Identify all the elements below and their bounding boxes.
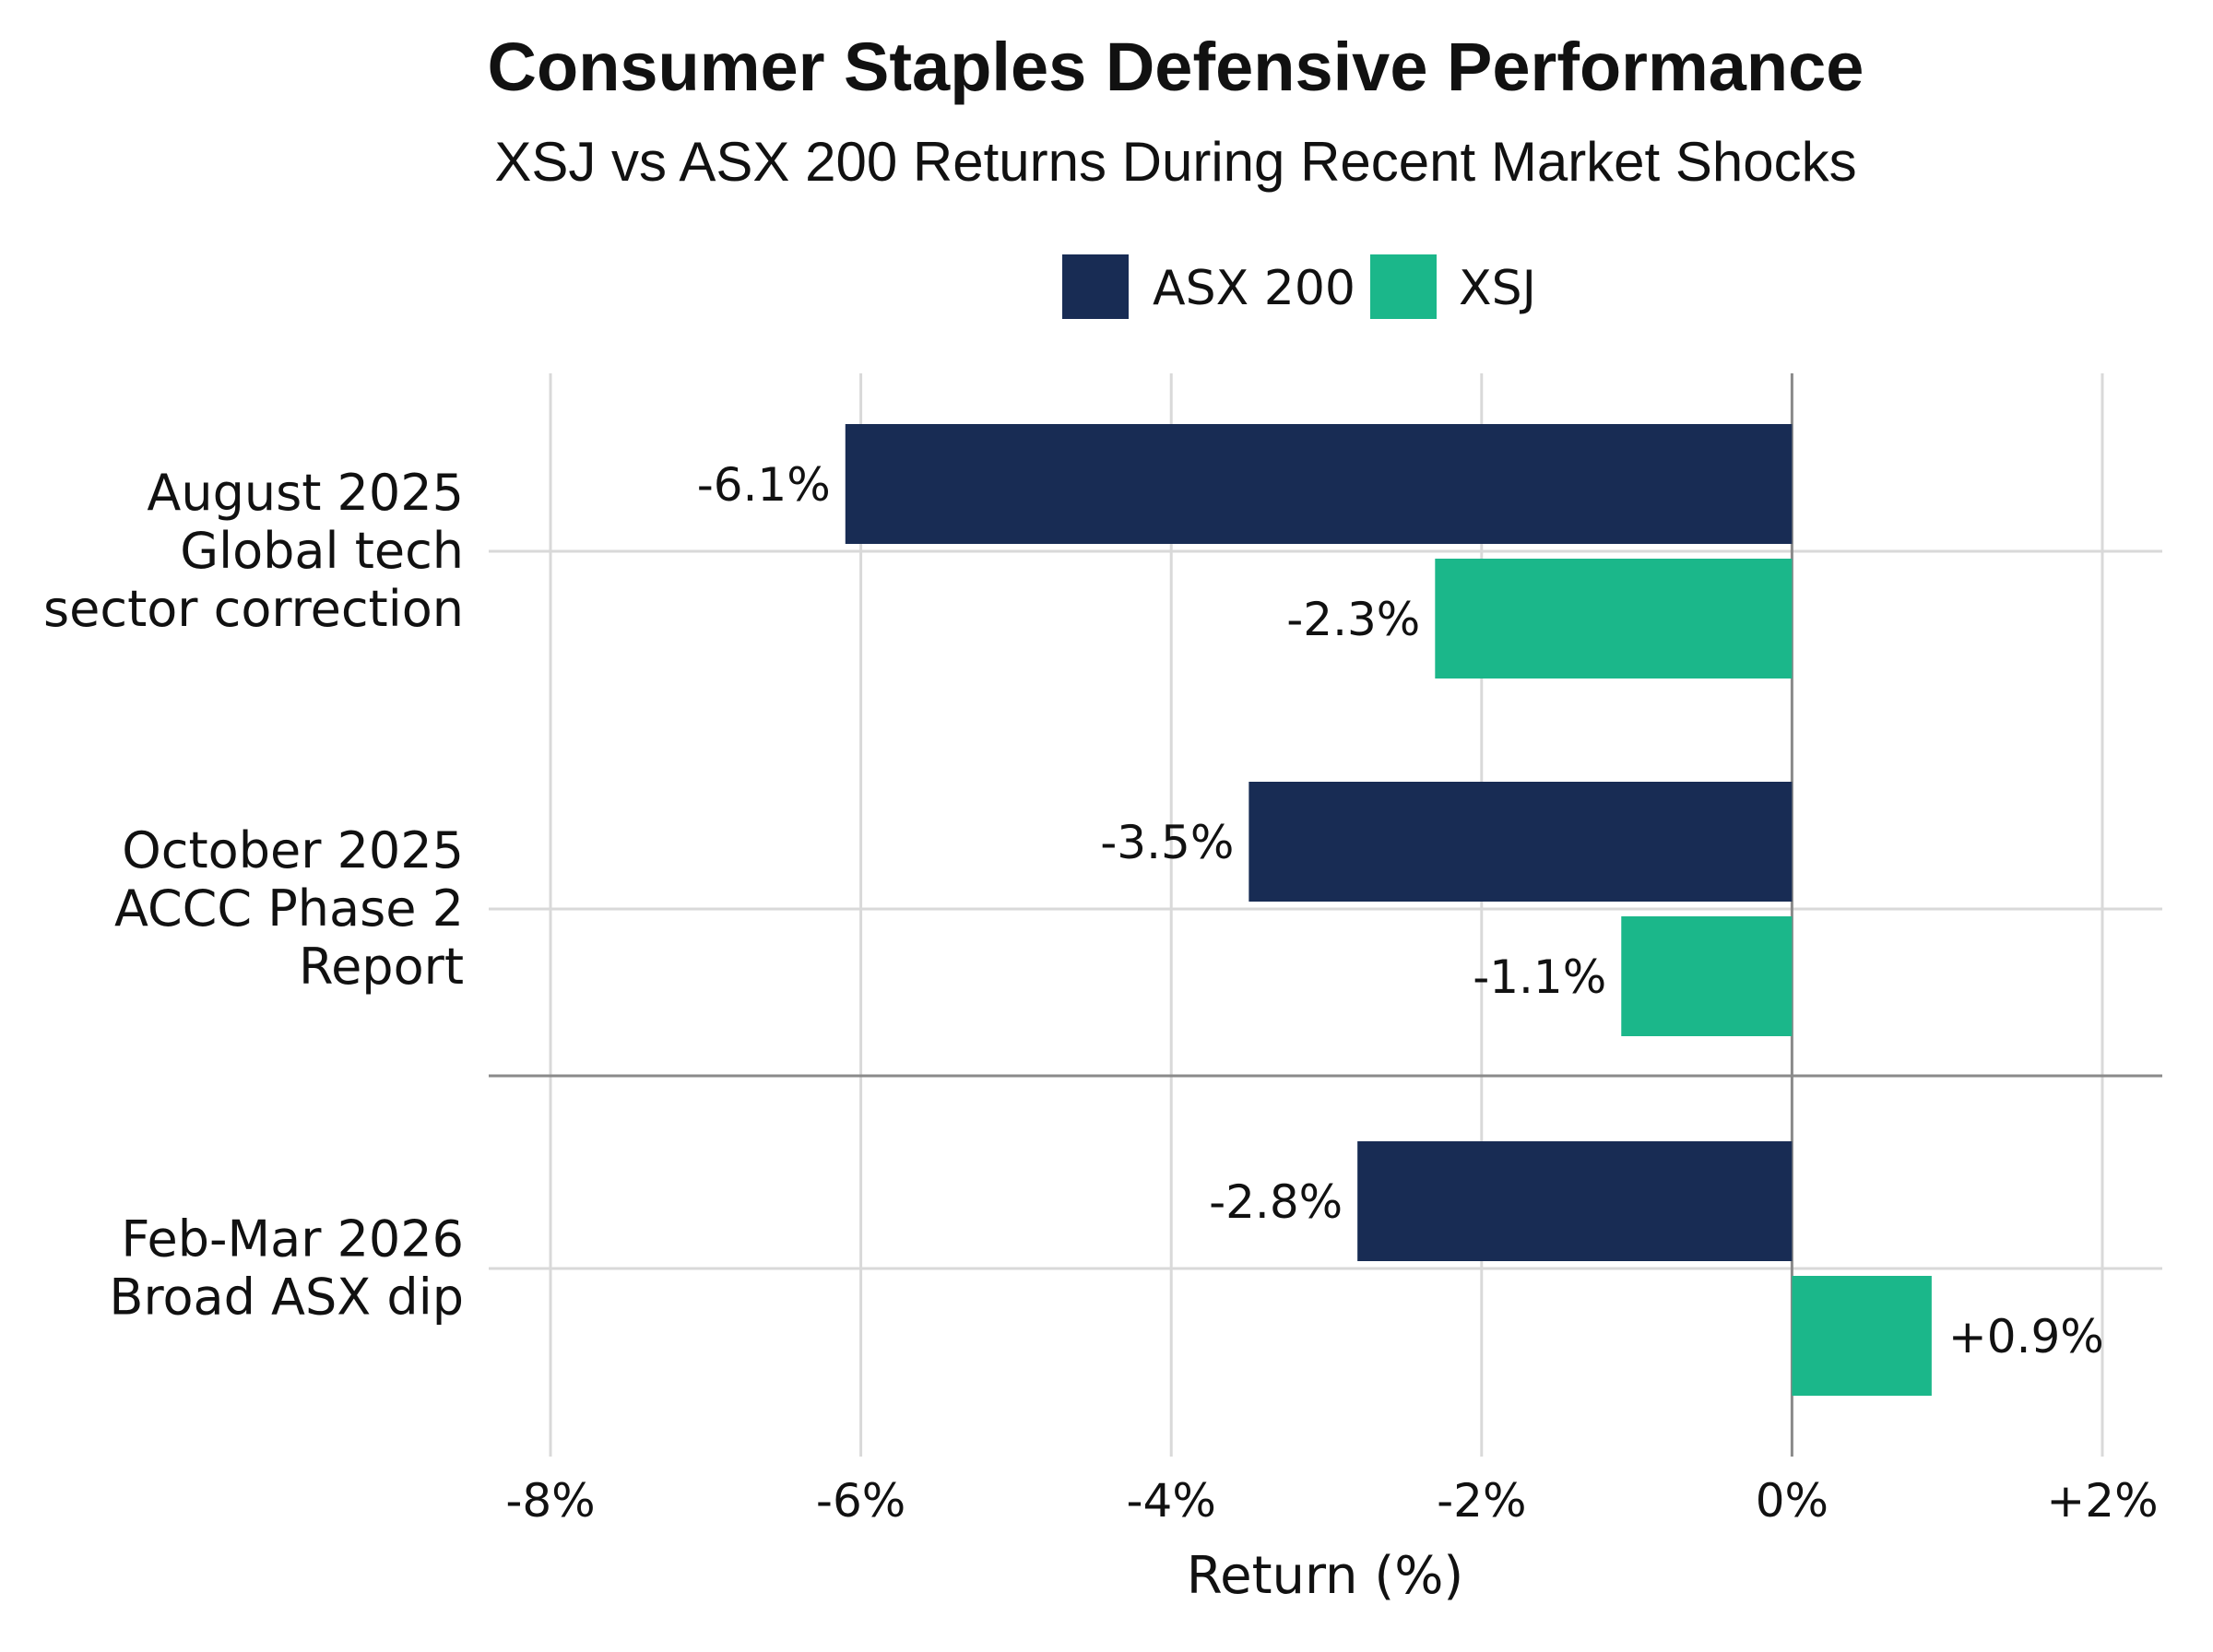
x-tick-label: -2% <box>1437 1474 1526 1528</box>
x-tick-label: -8% <box>505 1474 595 1528</box>
x-tick-label: 0% <box>1756 1474 1828 1528</box>
legend-label-asx200: ASX 200 <box>1153 261 1355 316</box>
data-label-xsj: +0.9% <box>1948 1310 2104 1363</box>
category-label-line: Feb-Mar 2026 <box>121 1210 464 1268</box>
x-tick-label: +2% <box>2046 1474 2158 1528</box>
data-label-xsj: -1.1% <box>1473 950 1606 1004</box>
legend: ASX 200 XSJ <box>1062 254 1536 319</box>
x-tick-label: -4% <box>1127 1474 1216 1528</box>
x-tick-label: -6% <box>816 1474 905 1528</box>
chart-title: Consumer Staples Defensive Performance <box>488 29 1864 105</box>
bar-xsj <box>1792 1276 1932 1396</box>
category-label-line: Broad ASX dip <box>109 1268 464 1327</box>
data-label-asx200: -6.1% <box>697 458 831 512</box>
bar-xsj <box>1621 916 1793 1036</box>
bar-asx200 <box>1249 782 1793 902</box>
bar-xsj <box>1435 559 1793 678</box>
category-label-line: October 2025 <box>122 821 464 879</box>
bar-asx200 <box>1357 1141 1793 1261</box>
data-label-asx200: -3.5% <box>1100 816 1234 869</box>
chart-subtitle: XSJ vs ASX 200 Returns During Recent Mar… <box>494 131 1856 193</box>
category-label-line: ACCC Phase 2 <box>114 879 464 938</box>
legend-label-xsj: XSJ <box>1459 261 1536 316</box>
legend-swatch-xsj <box>1370 254 1437 319</box>
category-label: August 2025 Global tech sector correction <box>43 464 464 638</box>
category-label-line: Global tech <box>180 522 464 580</box>
category-label-line: Report <box>299 938 464 996</box>
data-label-xsj: -2.3% <box>1286 593 1420 646</box>
category-label-line: sector correction <box>43 580 464 638</box>
category-label: Feb-Mar 2026 Broad ASX dip <box>109 1210 464 1327</box>
bars <box>845 424 1932 1396</box>
data-label-asx200: -2.8% <box>1209 1175 1343 1229</box>
category-label-line: August 2025 <box>147 464 464 522</box>
bar-asx200 <box>845 424 1793 544</box>
x-tick-labels: -8% -6% -4% -2% 0% +2% <box>505 1474 2158 1528</box>
x-axis-title: Return (%) <box>1187 1546 1464 1606</box>
category-labels: August 2025 Global tech sector correction O… <box>43 464 464 1327</box>
category-label: October 2025 ACCC Phase 2 Report <box>114 821 464 996</box>
data-labels: -6.1% -2.3% -3.5% -1.1% -2.8% +0.9% <box>697 458 2104 1363</box>
legend-swatch-asx200 <box>1062 254 1129 319</box>
